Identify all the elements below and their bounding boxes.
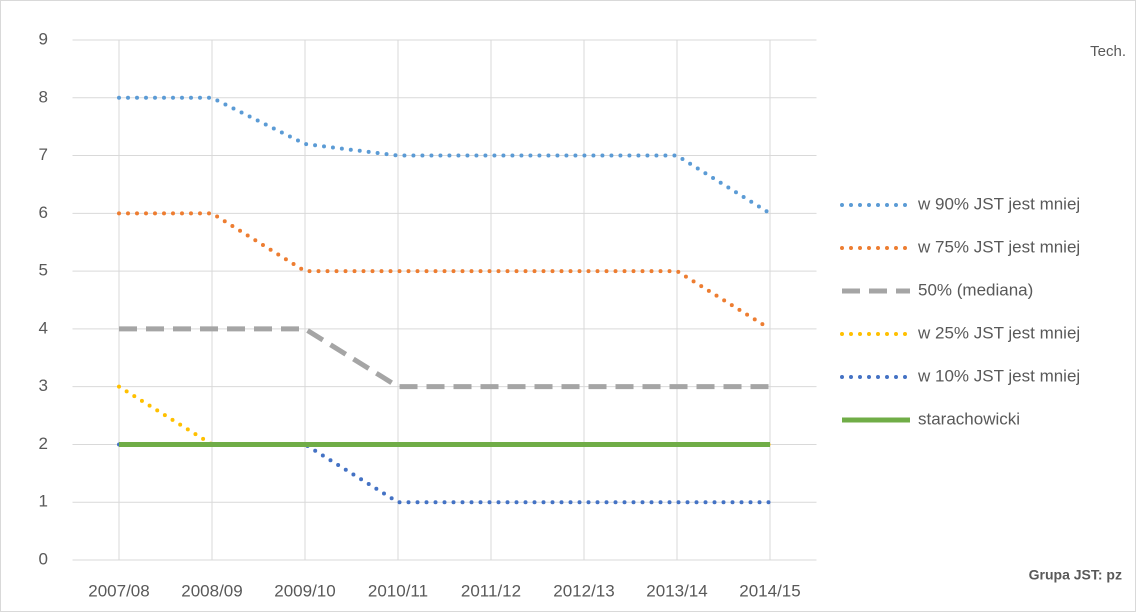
legend-label: w 75% JST jest mniej bbox=[917, 237, 1080, 256]
legend-label: w 90% JST jest mniej bbox=[917, 194, 1080, 213]
series-line bbox=[117, 211, 772, 331]
annotation: Grupa JST: pz bbox=[1029, 567, 1122, 583]
y-tick-label: 2 bbox=[39, 434, 48, 453]
y-tick-label: 9 bbox=[39, 29, 48, 48]
y-tick-label: 1 bbox=[39, 492, 48, 511]
y-tick-label: 0 bbox=[39, 549, 48, 568]
annotation: Tech. bbox=[1090, 43, 1126, 60]
x-tick-label: 2012/13 bbox=[553, 581, 614, 600]
legend-label: 50% (mediana) bbox=[918, 280, 1033, 299]
x-tick-label: 2008/09 bbox=[181, 581, 242, 600]
y-tick-label: 6 bbox=[39, 203, 48, 222]
x-tick-label: 2007/08 bbox=[88, 581, 149, 600]
x-tick-label: 2014/15 bbox=[739, 581, 800, 600]
y-tick-label: 5 bbox=[39, 261, 48, 280]
y-tick-label: 3 bbox=[39, 376, 48, 395]
x-tick-label: 2009/10 bbox=[274, 581, 335, 600]
y-tick-label: 7 bbox=[39, 145, 48, 164]
series-line bbox=[119, 326, 770, 390]
y-tick-label: 4 bbox=[39, 318, 48, 337]
legend-label: starachowicki bbox=[918, 409, 1020, 428]
y-tick-label: 8 bbox=[39, 87, 48, 106]
legend-label: w 25% JST jest mniej bbox=[917, 323, 1080, 342]
x-tick-label: 2013/14 bbox=[646, 581, 707, 600]
legend-label: w 10% JST jest mniej bbox=[917, 366, 1080, 385]
x-tick-label: 2011/12 bbox=[461, 581, 521, 600]
x-tick-label: 2010/11 bbox=[368, 581, 428, 600]
